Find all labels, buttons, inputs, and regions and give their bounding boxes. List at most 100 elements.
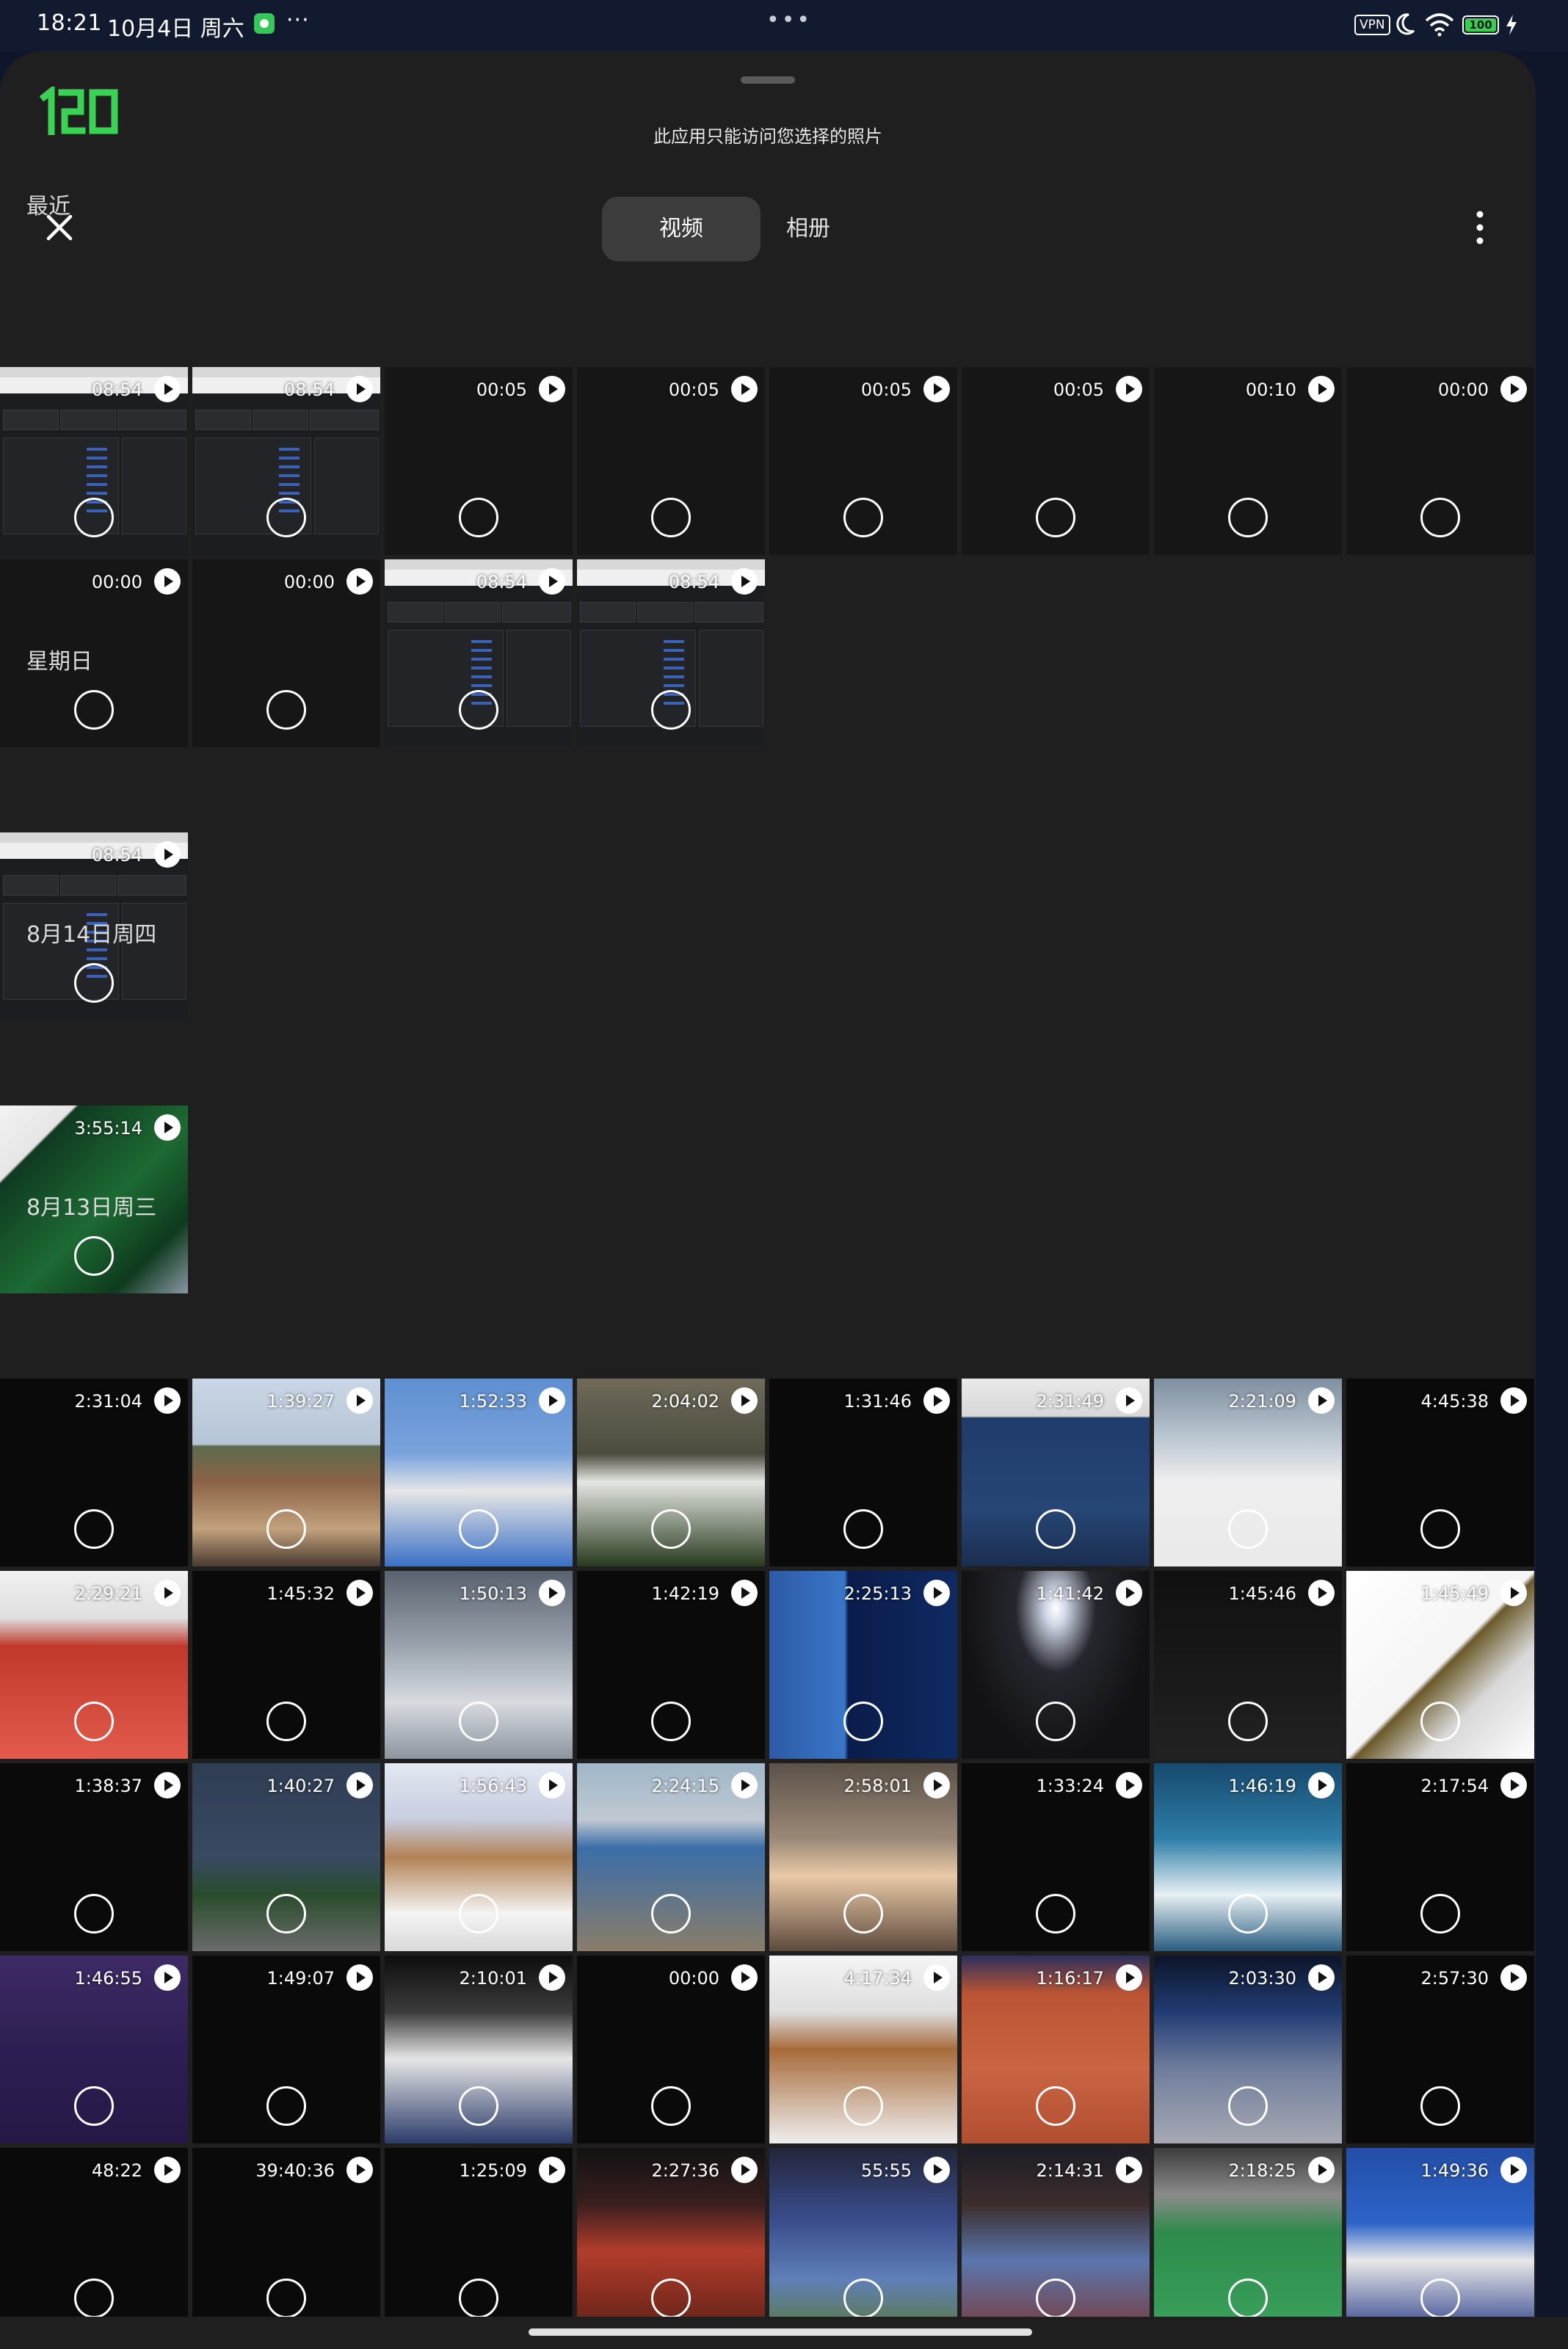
- video-thumbnail[interactable]: 2:29:21: [0, 1571, 188, 1759]
- video-thumbnail[interactable]: 48:22: [0, 2148, 188, 2336]
- video-thumbnail[interactable]: 1:39:27: [192, 1379, 380, 1566]
- video-thumbnail[interactable]: 2:14:31: [962, 2148, 1150, 2336]
- video-thumbnail[interactable]: 2:57:30: [1346, 1956, 1534, 2143]
- video-thumbnail[interactable]: 1:31:46: [769, 1379, 957, 1566]
- window-grip[interactable]: •••: [766, 7, 813, 33]
- select-checkbox[interactable]: [459, 2086, 498, 2126]
- play-icon[interactable]: [923, 2157, 950, 2183]
- play-icon[interactable]: [923, 1580, 950, 1606]
- video-thumbnail[interactable]: 00:05: [385, 367, 573, 555]
- select-checkbox[interactable]: [651, 1894, 691, 1934]
- play-icon[interactable]: [154, 1580, 181, 1606]
- play-icon[interactable]: [154, 376, 181, 402]
- play-icon[interactable]: [731, 1387, 758, 1414]
- select-checkbox[interactable]: [74, 1509, 114, 1549]
- select-checkbox[interactable]: [74, 1894, 114, 1934]
- video-thumbnail[interactable]: 4:45:38: [1346, 1379, 1534, 1566]
- play-icon[interactable]: [154, 1387, 181, 1414]
- play-icon[interactable]: [1500, 1387, 1527, 1414]
- play-icon[interactable]: [1308, 1387, 1335, 1414]
- select-checkbox[interactable]: [651, 498, 691, 537]
- video-thumbnail[interactable]: 1:46:55: [0, 1956, 188, 2143]
- play-icon[interactable]: [1308, 1964, 1335, 1991]
- video-thumbnail[interactable]: 2:04:02: [577, 1379, 765, 1566]
- select-checkbox[interactable]: [1420, 2086, 1460, 2126]
- select-checkbox[interactable]: [459, 1509, 498, 1549]
- select-checkbox[interactable]: [266, 2279, 306, 2318]
- video-thumbnail[interactable]: 1:49:07: [192, 1956, 380, 2143]
- video-thumbnail[interactable]: 2:31:49: [962, 1379, 1150, 1566]
- video-thumbnail[interactable]: 1:45:46: [1154, 1571, 1342, 1759]
- select-checkbox[interactable]: [1228, 1509, 1268, 1549]
- play-icon[interactable]: [923, 1387, 950, 1414]
- video-thumbnail[interactable]: 1:56:43: [385, 1763, 573, 1951]
- select-checkbox[interactable]: [1420, 498, 1460, 537]
- play-icon[interactable]: [539, 568, 565, 595]
- play-icon[interactable]: [539, 1964, 565, 1991]
- play-icon[interactable]: [1500, 1964, 1527, 1991]
- select-checkbox[interactable]: [266, 1894, 306, 1934]
- select-checkbox[interactable]: [1036, 2086, 1075, 2126]
- select-checkbox[interactable]: [1420, 1894, 1460, 1934]
- play-icon[interactable]: [1116, 2157, 1142, 2183]
- play-icon[interactable]: [1500, 376, 1527, 402]
- video-thumbnail[interactable]: 1:40:27: [192, 1763, 380, 1951]
- play-icon[interactable]: [346, 2157, 373, 2183]
- play-icon[interactable]: [539, 376, 565, 402]
- select-checkbox[interactable]: [843, 2279, 883, 2318]
- select-checkbox[interactable]: [266, 2086, 306, 2126]
- tab-albums[interactable]: 相册: [786, 216, 830, 242]
- play-icon[interactable]: [731, 376, 758, 402]
- play-icon[interactable]: [1116, 376, 1142, 402]
- select-checkbox[interactable]: [1036, 1509, 1075, 1549]
- video-thumbnail[interactable]: 08:54: [0, 367, 188, 555]
- video-thumbnail[interactable]: 00:00: [1346, 367, 1534, 555]
- video-thumbnail[interactable]: 00:10: [1154, 367, 1342, 555]
- select-checkbox[interactable]: [1228, 498, 1268, 537]
- play-icon[interactable]: [1116, 1964, 1142, 1991]
- play-icon[interactable]: [1500, 1580, 1527, 1606]
- select-checkbox[interactable]: [843, 498, 883, 537]
- select-checkbox[interactable]: [1420, 2279, 1460, 2318]
- select-checkbox[interactable]: [843, 1702, 883, 1741]
- select-checkbox[interactable]: [459, 1894, 498, 1934]
- select-checkbox[interactable]: [1036, 1702, 1075, 1741]
- play-icon[interactable]: [539, 1387, 565, 1414]
- play-icon[interactable]: [346, 1772, 373, 1798]
- video-thumbnail[interactable]: 2:18:25: [1154, 2148, 1342, 2336]
- select-checkbox[interactable]: [1420, 1509, 1460, 1549]
- play-icon[interactable]: [1308, 1580, 1335, 1606]
- video-thumbnail[interactable]: 2:25:13: [769, 1571, 957, 1759]
- close-icon[interactable]: [40, 208, 79, 247]
- select-checkbox[interactable]: [459, 1702, 498, 1741]
- select-checkbox[interactable]: [74, 963, 114, 1003]
- play-icon[interactable]: [539, 1772, 565, 1798]
- video-thumbnail[interactable]: 00:05: [962, 367, 1150, 555]
- select-checkbox[interactable]: [1228, 1894, 1268, 1934]
- video-thumbnail[interactable]: 3:55:14: [0, 1105, 188, 1293]
- video-thumbnail[interactable]: 00:00: [0, 559, 188, 747]
- video-thumbnail[interactable]: 1:46:19: [1154, 1763, 1342, 1951]
- video-thumbnail[interactable]: 1:38:37: [0, 1763, 188, 1951]
- select-checkbox[interactable]: [1036, 498, 1075, 537]
- select-checkbox[interactable]: [74, 690, 114, 730]
- select-checkbox[interactable]: [651, 690, 691, 730]
- select-checkbox[interactable]: [1036, 1894, 1075, 1934]
- select-checkbox[interactable]: [74, 2279, 114, 2318]
- select-checkbox[interactable]: [843, 1509, 883, 1549]
- video-thumbnail[interactable]: 1:50:13: [385, 1571, 573, 1759]
- play-icon[interactable]: [1308, 1772, 1335, 1798]
- select-checkbox[interactable]: [1228, 2279, 1268, 2318]
- home-gesture-bar[interactable]: [529, 2328, 1032, 2336]
- video-thumbnail[interactable]: 08:54: [192, 367, 380, 555]
- select-checkbox[interactable]: [651, 2279, 691, 2318]
- video-thumbnail[interactable]: 1:49:36: [1346, 2148, 1534, 2336]
- video-thumbnail[interactable]: 2:10:01: [385, 1956, 573, 2143]
- select-checkbox[interactable]: [651, 1702, 691, 1741]
- select-checkbox[interactable]: [74, 498, 114, 537]
- video-thumbnail[interactable]: 2:21:09: [1154, 1379, 1342, 1566]
- video-thumbnail[interactable]: 2:24:15: [577, 1763, 765, 1951]
- play-icon[interactable]: [539, 2157, 565, 2183]
- drag-handle[interactable]: [741, 76, 795, 84]
- select-checkbox[interactable]: [459, 2279, 498, 2318]
